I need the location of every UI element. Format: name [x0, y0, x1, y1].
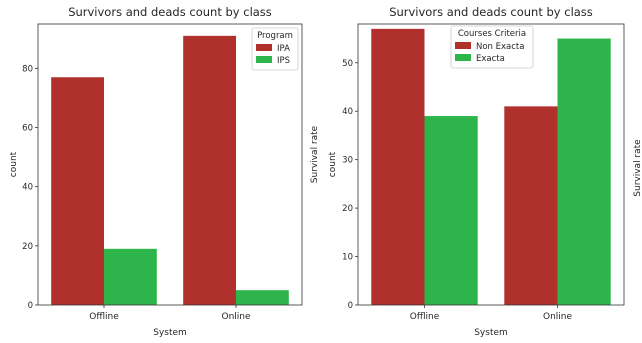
- x-axis-label: System: [153, 328, 187, 338]
- bar-online-exacta: [557, 38, 611, 305]
- y-tick-label: 40: [342, 107, 353, 117]
- bar-offline-ips: [104, 248, 157, 305]
- legend: Courses Criteria Non Exacta Exacta: [450, 25, 534, 69]
- y-tick-label: 0: [28, 301, 33, 311]
- chart-panel-right: 0 10 20 30 40 50 Offline Online Survivors and de…: [310, 5, 625, 338]
- legend-entry: IPS: [277, 56, 290, 66]
- y-tick-label: 60: [22, 124, 33, 134]
- legend-entry: Exacta: [476, 54, 505, 64]
- y-tick-label: 20: [342, 204, 353, 214]
- y-tick-label: 0: [348, 301, 353, 311]
- x-tick-label: Offline: [89, 312, 119, 322]
- bar-online-ips: [236, 290, 289, 305]
- chart-panel-left: 0 20 40 60 80 Offline Online Survivors and dead…: [9, 5, 303, 338]
- extra-y-axis-label: Survival rate: [633, 139, 642, 197]
- legend-title: Program: [257, 31, 293, 41]
- plot-frame: [357, 23, 625, 306]
- legend-entry: Non Exacta: [476, 42, 524, 52]
- y-axis-label: count: [9, 151, 19, 177]
- x-tick-label: Offline: [410, 312, 440, 322]
- chart-title: Survivors and deads count by class: [389, 5, 593, 19]
- y-tick-label: 50: [342, 59, 353, 69]
- y-tick-label: 10: [342, 253, 353, 263]
- plot-frame: [37, 23, 303, 306]
- legend-swatch: [455, 54, 471, 61]
- x-tick-label: Online: [543, 312, 572, 322]
- bar-offline-ipa: [51, 77, 104, 306]
- bar-online-ipa: [183, 35, 236, 306]
- legend-swatch: [256, 44, 272, 51]
- legend-swatch: [455, 42, 471, 49]
- bar-offline-non-exacta: [371, 28, 425, 306]
- legend-entry: IPA: [277, 44, 290, 54]
- chart-title: Survivors and deads count by class: [68, 5, 272, 19]
- bar-online-non-exacta: [504, 106, 558, 306]
- y-axis-label-secondary: Survival rate: [310, 125, 320, 183]
- legend: Program IPA IPS: [251, 27, 299, 71]
- y-tick-label: 20: [22, 242, 33, 252]
- bar-offline-exacta: [424, 116, 478, 305]
- x-axis-label: System: [474, 328, 508, 338]
- legend-swatch: [256, 56, 272, 63]
- y-tick-label: 30: [342, 156, 353, 166]
- y-tick-label: 40: [22, 183, 33, 193]
- y-tick-label: 80: [22, 64, 33, 74]
- legend-box: [450, 25, 534, 69]
- x-tick-label: Online: [221, 312, 250, 322]
- y-axis-label: count: [328, 151, 338, 177]
- legend-title: Courses Criteria: [458, 29, 526, 39]
